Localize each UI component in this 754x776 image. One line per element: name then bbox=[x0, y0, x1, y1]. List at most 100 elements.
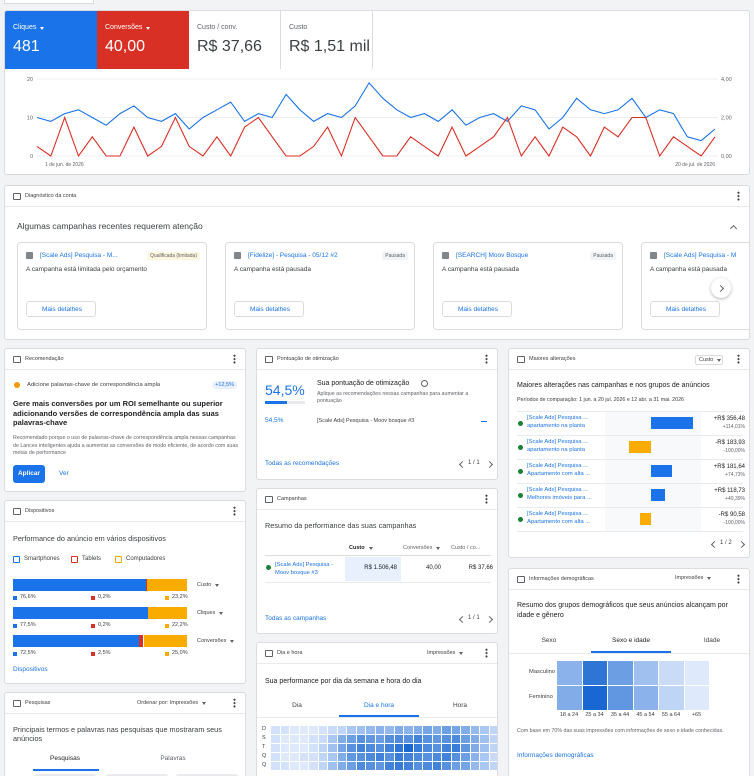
view-link[interactable]: Ver bbox=[59, 470, 69, 477]
more-menu[interactable] bbox=[233, 698, 236, 708]
details-button[interactable]: Mais detalhes bbox=[650, 301, 720, 317]
row-arrow[interactable] bbox=[481, 421, 487, 423]
heat-cell bbox=[328, 726, 337, 735]
apply-button[interactable]: Aplicar bbox=[13, 465, 45, 483]
ad-group-name[interactable]: Apartamento com alta ... bbox=[527, 471, 591, 477]
heat-cell bbox=[489, 744, 497, 753]
metric-label[interactable]: Conversões bbox=[105, 24, 151, 31]
heat-cell bbox=[394, 744, 404, 753]
campaign-title[interactable]: [Fidelize] - Pesquisa - 05/12 #2 bbox=[248, 252, 338, 259]
device-bar bbox=[13, 607, 148, 619]
details-button[interactable]: Mais detalhes bbox=[234, 301, 304, 317]
card-title: Maiores alterações bbox=[529, 356, 576, 362]
metric-tile[interactable]: Custo / conv. R$ 37,66 bbox=[189, 11, 281, 69]
metric-dropdown[interactable]: Custo bbox=[197, 582, 220, 588]
tab[interactable]: Sexo e idade bbox=[612, 637, 650, 644]
heat-cell bbox=[480, 735, 489, 744]
age-label: 55 a 64 bbox=[661, 712, 681, 718]
heat-cell bbox=[385, 726, 394, 735]
card-icon bbox=[13, 508, 21, 515]
metric-tile[interactable]: Conversões 40,00 bbox=[97, 11, 189, 69]
chevron[interactable] bbox=[485, 615, 494, 624]
ad-group-name[interactable]: apartamento na planta bbox=[527, 423, 586, 429]
campaign-title[interactable]: [Scale Ads] Pesquisa - M bbox=[664, 252, 737, 259]
chevron[interactable] bbox=[737, 540, 746, 549]
heat-cell bbox=[413, 744, 423, 753]
demographics-link[interactable]: Informações demográficas bbox=[517, 752, 594, 759]
recommendations-link[interactable]: Todas as recomendações bbox=[265, 460, 340, 467]
value-label: 2,5% bbox=[98, 650, 111, 656]
chevron[interactable] bbox=[729, 224, 738, 233]
heat-cell bbox=[394, 753, 404, 762]
tab[interactable]: Pesquisas bbox=[50, 755, 80, 762]
sort-dropdown[interactable]: Ordenar por: Impressões bbox=[137, 700, 207, 706]
value-label: +R$ 118,73 bbox=[714, 488, 745, 494]
row-divider bbox=[517, 435, 743, 436]
metric-value: R$ 1,51 mil bbox=[289, 38, 370, 55]
metric-dropdown[interactable]: Cliques bbox=[197, 610, 224, 616]
divider bbox=[5, 369, 245, 370]
more-menu[interactable] bbox=[737, 354, 740, 364]
tab[interactable]: Dia e hora bbox=[364, 702, 394, 709]
details-button[interactable]: Mais detalhes bbox=[442, 301, 512, 317]
more-menu[interactable] bbox=[737, 574, 740, 584]
campaign-name[interactable]: [Scale Ads] Pesquisa - Moov bosque #3 bbox=[275, 562, 333, 576]
column-header[interactable]: Conversões bbox=[403, 545, 441, 551]
summary-card: Cliques 481 Conversões 40,00 Custo / conv. R$… bbox=[4, 10, 750, 175]
campaign-title[interactable]: [Scale Ads] Pesquisa - M... bbox=[40, 252, 118, 259]
metric-tile[interactable]: Custo R$ 1,51 mil bbox=[281, 11, 373, 69]
campaigns-link[interactable]: Todas as campanhas bbox=[265, 615, 327, 622]
ad-group-name[interactable]: Apartamento com alta ... bbox=[527, 519, 591, 525]
campaign-name[interactable]: [Scale Ads] Pesquisa ... bbox=[527, 487, 588, 493]
metric-value: R$ 37,66 bbox=[197, 38, 262, 55]
more-menu[interactable] bbox=[485, 354, 488, 364]
column-header[interactable]: Custo bbox=[349, 545, 374, 551]
row-score: 54,5% bbox=[265, 417, 284, 424]
tab[interactable]: Hora bbox=[452, 702, 468, 709]
ad-group-name[interactable]: Melhores imóveis para ... bbox=[527, 495, 592, 501]
campaign-name[interactable]: [Scale Ads] Pesquisa ... bbox=[527, 511, 588, 517]
tab[interactable]: Dia bbox=[292, 702, 302, 709]
more-menu[interactable] bbox=[233, 354, 236, 364]
heat-cell bbox=[451, 726, 461, 735]
campaign-title[interactable]: [SEARCH] Moov Bosque bbox=[456, 252, 529, 259]
chevron[interactable] bbox=[458, 615, 467, 624]
devices-link[interactable]: Dispositivos bbox=[13, 666, 48, 673]
campaign-name[interactable]: [Scale Ads] Pesquisa ... bbox=[527, 463, 588, 469]
more-menu[interactable] bbox=[485, 494, 488, 504]
chevron[interactable] bbox=[710, 540, 719, 549]
heat-cell bbox=[347, 744, 356, 753]
heat-cell bbox=[413, 762, 423, 771]
scroll-button[interactable] bbox=[711, 278, 731, 298]
status-dot bbox=[518, 493, 523, 498]
tab[interactable]: Sexo bbox=[541, 637, 557, 644]
campaign-message: A campanha está pausada bbox=[442, 266, 519, 273]
heat-cell bbox=[347, 726, 356, 735]
more-menu[interactable] bbox=[737, 191, 740, 201]
column-header: Custo / co... bbox=[451, 545, 481, 551]
metric-tile[interactable]: Cliques 481 bbox=[5, 11, 97, 69]
campaign-name[interactable]: [Scale Ads] Pesquisa ... bbox=[527, 439, 588, 445]
details-button[interactable]: Mais detalhes bbox=[26, 301, 96, 317]
tab[interactable]: Palavras bbox=[160, 755, 186, 762]
chevron[interactable] bbox=[458, 460, 467, 469]
heat-cell bbox=[684, 686, 709, 710]
more-menu[interactable] bbox=[485, 648, 488, 658]
metric-dropdown[interactable]: Conversões bbox=[197, 638, 235, 644]
metric-dropdown[interactable]: Impressões bbox=[427, 650, 464, 656]
chevron[interactable] bbox=[485, 460, 494, 469]
metric-dropdown[interactable]: Custo bbox=[695, 355, 724, 365]
campaign-name[interactable]: [Scale Ads] Pesquisa ... bbox=[527, 415, 588, 421]
heat-cell bbox=[328, 735, 337, 744]
more-menu[interactable] bbox=[233, 506, 236, 516]
heat-cell bbox=[489, 762, 497, 771]
heat-cell bbox=[328, 744, 337, 753]
metric-label[interactable]: Cliques bbox=[13, 24, 45, 31]
campaign-card: [Scale Ads] Pesquisa - M A campanha está … bbox=[641, 242, 749, 330]
tab[interactable]: Idade bbox=[703, 637, 721, 644]
value-label: 72,5% bbox=[20, 650, 36, 656]
ad-group-name[interactable]: apartamento na planta bbox=[527, 447, 586, 453]
metric-dropdown[interactable]: Impressões bbox=[675, 575, 712, 581]
device-bar bbox=[13, 635, 140, 647]
heat-cell bbox=[366, 735, 375, 744]
